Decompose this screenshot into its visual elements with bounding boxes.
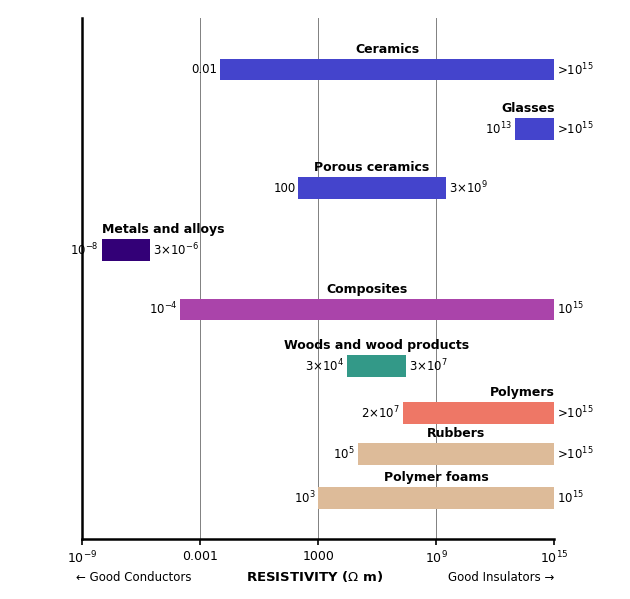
Text: ← Good Conductors: ← Good Conductors: [76, 571, 191, 584]
Text: Metals and alloys: Metals and alloys: [101, 223, 224, 236]
Text: Ceramics: Ceramics: [355, 43, 419, 56]
Text: 2×10$^{7}$: 2×10$^{7}$: [361, 404, 400, 421]
Text: 3×10$^{9}$: 3×10$^{9}$: [449, 180, 488, 196]
Text: Woods and wood products: Woods and wood products: [284, 339, 469, 352]
Text: Rubbers: Rubbers: [427, 427, 485, 440]
Bar: [318, 487, 554, 509]
Bar: [515, 118, 554, 140]
Bar: [101, 240, 151, 261]
Text: 10$^{-8}$: 10$^{-8}$: [70, 242, 99, 258]
Text: Polymers: Polymers: [490, 386, 554, 399]
Text: 100: 100: [273, 181, 295, 195]
Bar: [220, 59, 554, 80]
Text: 10$^{5}$: 10$^{5}$: [333, 446, 355, 462]
Bar: [358, 443, 554, 465]
Text: Porous ceramics: Porous ceramics: [314, 161, 430, 174]
Bar: [347, 355, 406, 377]
Bar: [403, 402, 554, 423]
Text: Composites: Composites: [327, 283, 408, 295]
Text: 0.01: 0.01: [191, 63, 217, 76]
Text: 3×10$^{-6}$: 3×10$^{-6}$: [153, 242, 199, 258]
Text: 10$^{15}$: 10$^{15}$: [558, 489, 584, 506]
Text: 10$^{-4}$: 10$^{-4}$: [149, 301, 178, 318]
Bar: [180, 299, 554, 320]
Text: 10$^{13}$: 10$^{13}$: [485, 120, 512, 137]
Text: Polymer foams: Polymer foams: [384, 471, 489, 484]
Text: Good Insulators →: Good Insulators →: [448, 571, 554, 584]
Text: 10$^{3}$: 10$^{3}$: [294, 489, 315, 506]
Text: >10$^{15}$: >10$^{15}$: [558, 446, 594, 462]
Bar: [299, 177, 445, 199]
Text: 3×10$^{7}$: 3×10$^{7}$: [410, 358, 448, 374]
Text: >10$^{15}$: >10$^{15}$: [558, 404, 594, 421]
Text: RESISTIVITY ($\Omega$ m): RESISTIVITY ($\Omega$ m): [246, 569, 384, 584]
Text: >10$^{15}$: >10$^{15}$: [558, 120, 594, 137]
Text: 10$^{15}$: 10$^{15}$: [558, 301, 584, 318]
Text: 3×10$^{4}$: 3×10$^{4}$: [305, 358, 344, 374]
Text: >10$^{15}$: >10$^{15}$: [558, 61, 594, 78]
Text: Glasses: Glasses: [501, 102, 554, 115]
